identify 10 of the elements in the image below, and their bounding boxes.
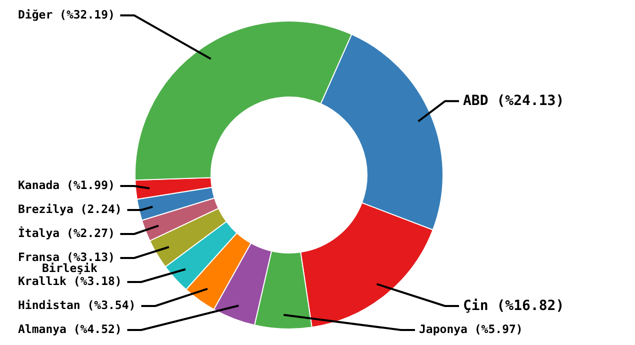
slice-label: ABD (%24.13) <box>463 92 564 109</box>
slice-label: Çin (%16.82) <box>463 298 564 314</box>
slice-label: Kanada (%1.99) <box>18 178 115 192</box>
slice-label: İtalya (%2.27) <box>18 226 115 240</box>
slice-label: Brezilya (2.24) <box>18 202 122 216</box>
slice-label: Diğer (%32.19) <box>18 7 115 22</box>
slice-label: Birleşik Krallık (%3.18) <box>18 261 122 288</box>
slice-label: Hindistan (%3.54) <box>18 298 136 312</box>
slice-label: Almanya (%4.52) <box>18 322 122 336</box>
slice-label: Japonya (%5.97) <box>419 322 523 336</box>
